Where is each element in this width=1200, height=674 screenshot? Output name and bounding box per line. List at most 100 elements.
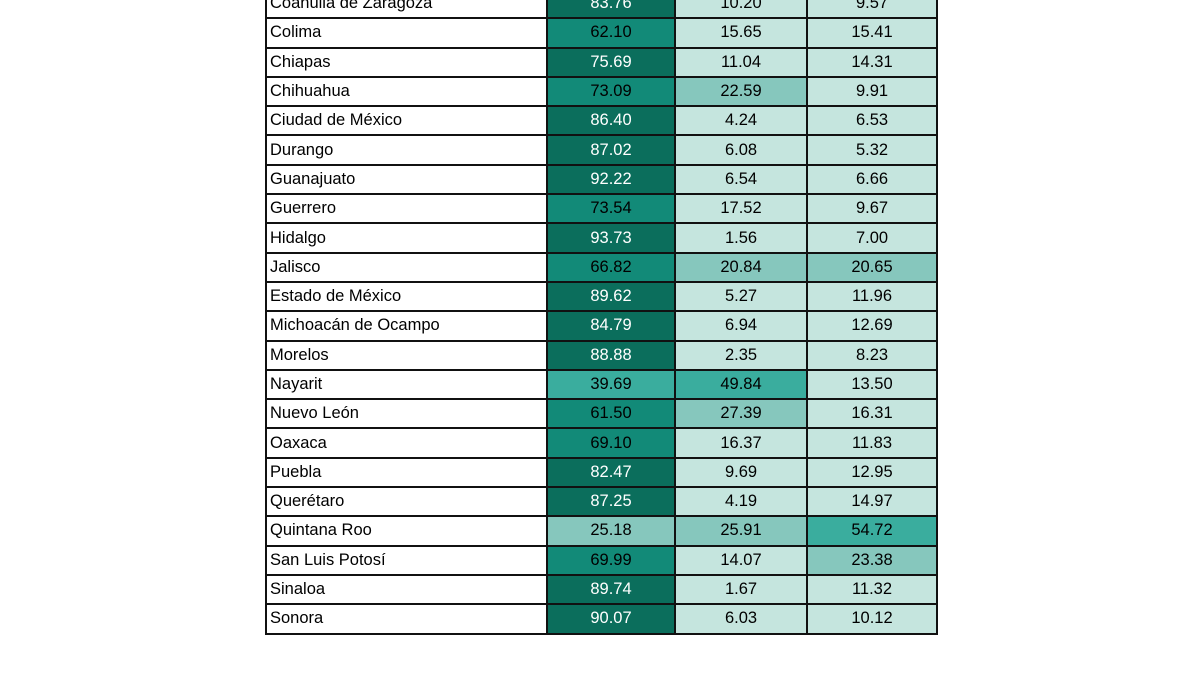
value-cell-col2: 15.65 [674, 17, 808, 49]
state-name-cell: Puebla [265, 456, 548, 489]
value-cell-col1: 87.25 [546, 486, 676, 518]
table-row: Durango 87.02 6.08 5.32 [265, 134, 938, 166]
state-name-cell: Ciudad de México [265, 105, 548, 137]
value-cell-col1: 92.22 [546, 163, 676, 196]
value-cell-col3: 20.65 [806, 251, 938, 283]
value-cell-col1: 86.40 [546, 105, 676, 137]
table-row: San Luis Potosí 69.99 14.07 23.38 [265, 544, 938, 576]
value-cell-col1: 88.88 [546, 339, 676, 371]
value-cell-col3: 11.32 [806, 573, 938, 606]
value-cell-col2: 2.35 [674, 339, 808, 371]
state-name-cell: Durango [265, 134, 548, 166]
state-name-cell: Michoacán de Ocampo [265, 310, 548, 342]
value-cell-col2: 27.39 [674, 398, 808, 430]
table-row: Puebla 82.47 9.69 12.95 [265, 456, 938, 489]
table-row: Chihuahua 73.09 22.59 9.91 [265, 75, 938, 108]
value-cell-col1: 75.69 [546, 46, 676, 78]
value-cell-col3: 13.50 [806, 368, 938, 401]
value-cell-col2: 14.07 [674, 544, 808, 576]
value-cell-col2: 1.56 [674, 222, 808, 254]
table-row: Sonora 90.07 6.03 10.12 [265, 603, 938, 635]
value-cell-col1: 84.79 [546, 310, 676, 342]
value-cell-col1: 25.18 [546, 515, 676, 547]
state-name-cell: Estado de México [265, 280, 548, 313]
state-percentages-table: Coahuila de Zaragoza 83.76 10.20 9.57 Colima… [265, 0, 938, 635]
table-row: Estado de México 89.62 5.27 11.96 [265, 280, 938, 313]
value-cell-col3: 11.83 [806, 427, 938, 459]
value-cell-col2: 4.24 [674, 105, 808, 137]
value-cell-col3: 5.32 [806, 134, 938, 166]
state-name-cell: Oaxaca [265, 427, 548, 459]
value-cell-col2: 4.19 [674, 486, 808, 518]
state-name-cell: Chihuahua [265, 75, 548, 108]
value-cell-col3: 15.41 [806, 17, 938, 49]
state-name-cell: Morelos [265, 339, 548, 371]
value-cell-col2: 25.91 [674, 515, 808, 547]
value-cell-col1: 62.10 [546, 17, 676, 49]
value-cell-col3: 10.12 [806, 603, 938, 635]
value-cell-col1: 66.82 [546, 251, 676, 283]
state-name-cell: Nayarit [265, 368, 548, 401]
table-row: Ciudad de México 86.40 4.24 6.53 [265, 105, 938, 137]
value-cell-col1: 69.99 [546, 544, 676, 576]
value-cell-col3: 6.53 [806, 105, 938, 137]
value-cell-col2: 1.67 [674, 573, 808, 606]
value-cell-col2: 16.37 [674, 427, 808, 459]
table-row: Chiapas 75.69 11.04 14.31 [265, 46, 938, 78]
state-name-cell: Chiapas [265, 46, 548, 78]
table-row: Jalisco 66.82 20.84 20.65 [265, 251, 938, 283]
value-cell-col3: 12.95 [806, 456, 938, 489]
value-cell-col2: 6.03 [674, 603, 808, 635]
table-row: Coahuila de Zaragoza 83.76 10.20 9.57 [265, 0, 938, 20]
state-name-cell: San Luis Potosí [265, 544, 548, 576]
value-cell-col2: 20.84 [674, 251, 808, 283]
state-name-cell: Coahuila de Zaragoza [265, 0, 548, 20]
value-cell-col2: 5.27 [674, 280, 808, 313]
table-row: Sinaloa 89.74 1.67 11.32 [265, 573, 938, 606]
value-cell-col1: 73.09 [546, 75, 676, 108]
value-cell-col1: 89.74 [546, 573, 676, 606]
value-cell-col3: 12.69 [806, 310, 938, 342]
table-row: Morelos 88.88 2.35 8.23 [265, 339, 938, 371]
table-row: Quintana Roo 25.18 25.91 54.72 [265, 515, 938, 547]
value-cell-col2: 6.54 [674, 163, 808, 196]
value-cell-col1: 83.76 [546, 0, 676, 20]
value-cell-col2: 10.20 [674, 0, 808, 20]
value-cell-col3: 9.91 [806, 75, 938, 108]
value-cell-col3: 8.23 [806, 339, 938, 371]
value-cell-col2: 9.69 [674, 456, 808, 489]
value-cell-col3: 7.00 [806, 222, 938, 254]
value-cell-col2: 6.94 [674, 310, 808, 342]
value-cell-col2: 22.59 [674, 75, 808, 108]
state-name-cell: Quintana Roo [265, 515, 548, 547]
state-name-cell: Querétaro [265, 486, 548, 518]
state-name-cell: Sonora [265, 603, 548, 635]
value-cell-col1: 82.47 [546, 456, 676, 489]
value-cell-col2: 17.52 [674, 193, 808, 225]
table-row: Michoacán de Ocampo 84.79 6.94 12.69 [265, 310, 938, 342]
table-row: Colima 62.10 15.65 15.41 [265, 17, 938, 49]
value-cell-col2: 6.08 [674, 134, 808, 166]
value-cell-col1: 87.02 [546, 134, 676, 166]
value-cell-col3: 23.38 [806, 544, 938, 576]
value-cell-col1: 93.73 [546, 222, 676, 254]
value-cell-col1: 39.69 [546, 368, 676, 401]
value-cell-col3: 16.31 [806, 398, 938, 430]
table-row: Guanajuato 92.22 6.54 6.66 [265, 163, 938, 196]
state-name-cell: Jalisco [265, 251, 548, 283]
state-name-cell: Nuevo León [265, 398, 548, 430]
table-body: Coahuila de Zaragoza 83.76 10.20 9.57 Colima… [265, 0, 938, 635]
value-cell-col3: 6.66 [806, 163, 938, 196]
value-cell-col2: 49.84 [674, 368, 808, 401]
value-cell-col3: 11.96 [806, 280, 938, 313]
table-row: Querétaro 87.25 4.19 14.97 [265, 486, 938, 518]
value-cell-col3: 14.31 [806, 46, 938, 78]
value-cell-col3: 9.67 [806, 193, 938, 225]
state-name-cell: Hidalgo [265, 222, 548, 254]
state-name-cell: Sinaloa [265, 573, 548, 606]
value-cell-col3: 9.57 [806, 0, 938, 20]
value-cell-col3: 14.97 [806, 486, 938, 518]
table-row: Guerrero 73.54 17.52 9.67 [265, 193, 938, 225]
table-row: Nayarit 39.69 49.84 13.50 [265, 368, 938, 401]
value-cell-col1: 61.50 [546, 398, 676, 430]
